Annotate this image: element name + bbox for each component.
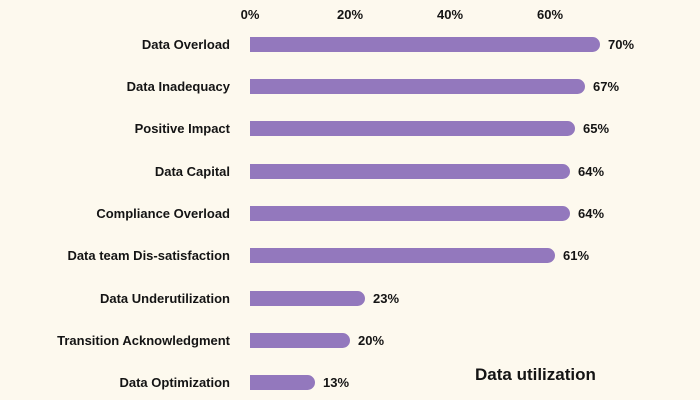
x-axis-tick: 20% — [336, 7, 364, 22]
bar-fill — [250, 121, 575, 137]
bar-track: 20% — [250, 332, 385, 348]
bar-value-label: 13% — [323, 375, 350, 391]
x-axis-tick: 60% — [536, 7, 564, 22]
bar-row: Data Overload 70% — [0, 36, 635, 52]
bar-fill — [250, 290, 365, 306]
bar-row: Positive Impact 65% — [0, 121, 610, 137]
bar-row: Data Capital 64% — [0, 163, 605, 179]
bar-value-label: 61% — [563, 248, 590, 264]
bar-fill — [250, 163, 570, 179]
bar-row: Data Underutilization 23% — [0, 290, 400, 306]
bar-row: Compliance Overload 64% — [0, 205, 605, 221]
bar-track: 61% — [250, 248, 590, 264]
bar-row: Transition Acknowledgment 20% — [0, 332, 385, 348]
chart-title: Data utilization — [475, 365, 596, 384]
x-axis-tick: 0% — [240, 7, 260, 22]
bar-category-label: Data team Dis-satisfaction — [67, 248, 230, 264]
bar-row: Data team Dis-satisfaction 61% — [0, 248, 590, 264]
bar-value-label: 65% — [583, 121, 610, 137]
bar-value-label: 20% — [358, 332, 385, 348]
bar-fill — [250, 248, 555, 264]
bar-fill — [250, 78, 585, 94]
bar-track: 70% — [250, 36, 635, 52]
bar-fill — [250, 332, 350, 348]
bar-value-label: 64% — [578, 205, 605, 221]
bar-category-label: Data Underutilization — [99, 290, 230, 306]
bar-category-label: Positive Impact — [134, 121, 230, 137]
bar-category-label: Compliance Overload — [96, 205, 230, 221]
bar-track: 23% — [250, 290, 400, 306]
bar-fill — [250, 36, 600, 52]
bar-fill — [250, 375, 315, 391]
bar-category-label: Data Inadequacy — [126, 78, 230, 94]
bar-track: 64% — [250, 163, 605, 179]
bar-value-label: 70% — [608, 36, 635, 52]
bar-value-label: 64% — [578, 163, 605, 179]
bar-track: 64% — [250, 205, 605, 221]
bar-fill — [250, 205, 570, 221]
bar-track: 65% — [250, 121, 610, 137]
bar-row: Data Inadequacy 67% — [0, 78, 620, 94]
bar-category-label: Data Overload — [141, 36, 230, 52]
bar-track: 67% — [250, 78, 620, 94]
bar-value-label: 67% — [593, 78, 620, 94]
bar-value-label: 23% — [373, 290, 400, 306]
bar-category-label: Transition Acknowledgment — [57, 332, 230, 348]
bar-category-label: Data Capital — [154, 163, 230, 179]
bar-category-label: Data Optimization — [119, 375, 230, 391]
bar-row: Data Optimization 13% — [0, 375, 350, 391]
x-axis-tick: 40% — [436, 7, 464, 22]
bar-track: 13% — [250, 375, 350, 391]
